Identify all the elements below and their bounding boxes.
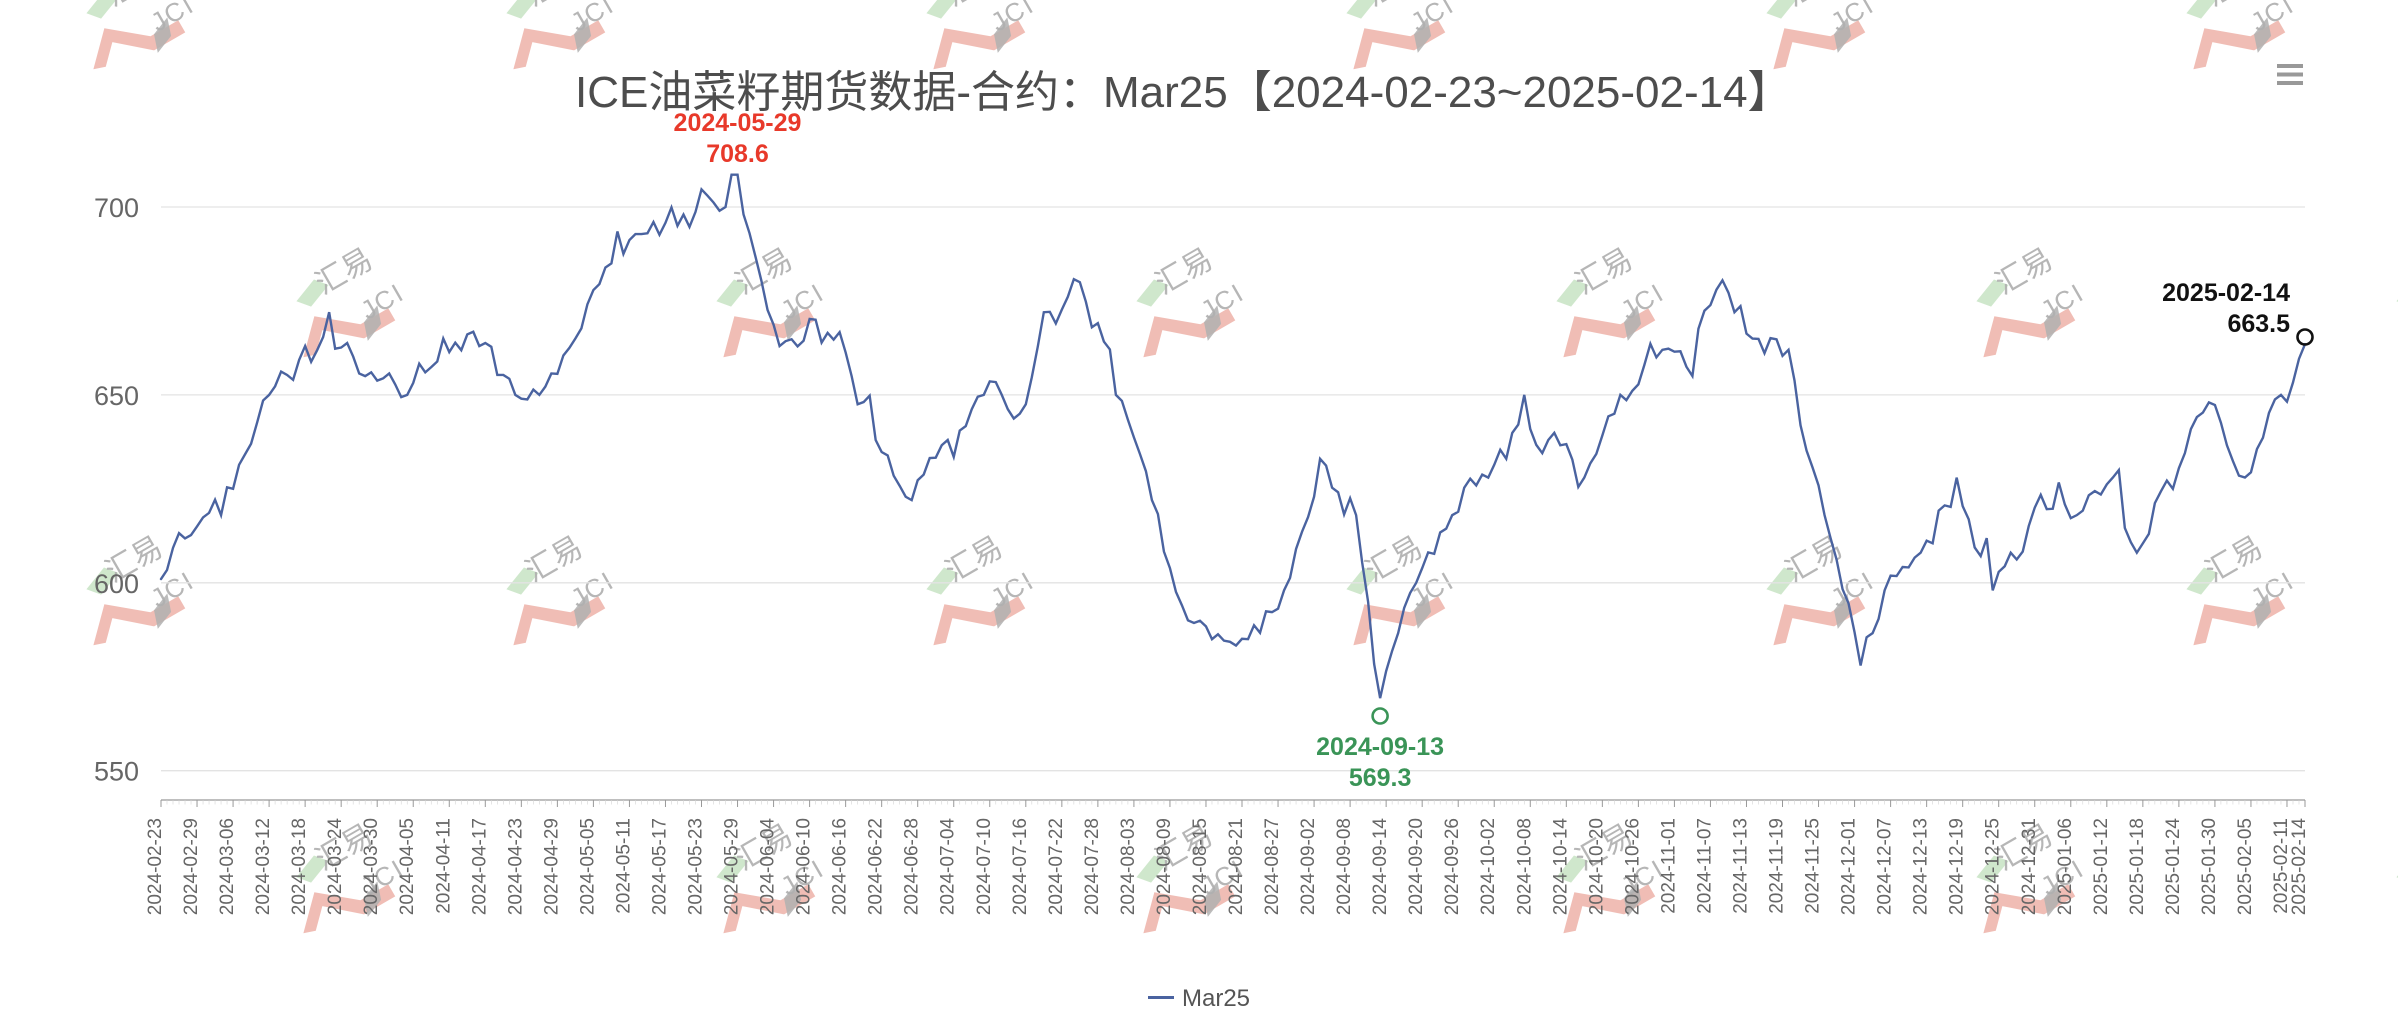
svg-text:2024-08-27: 2024-08-27	[1262, 818, 1283, 915]
svg-text:2024-09-08: 2024-09-08	[1334, 818, 1355, 915]
svg-text:2024-05-05: 2024-05-05	[577, 818, 598, 915]
svg-text:2024-03-06: 2024-03-06	[217, 818, 238, 915]
svg-text:2024-03-18: 2024-03-18	[289, 818, 310, 915]
svg-text:2024-12-31: 2024-12-31	[2019, 818, 2040, 915]
svg-text:600: 600	[94, 569, 139, 599]
svg-text:2024-02-29: 2024-02-29	[181, 818, 202, 915]
svg-text:2025-02-14: 2025-02-14	[2289, 818, 2310, 916]
svg-text:2024-03-12: 2024-03-12	[253, 818, 274, 915]
svg-text:2024-04-23: 2024-04-23	[505, 818, 526, 915]
svg-text:2024-11-07: 2024-11-07	[1694, 818, 1715, 914]
svg-text:2024-04-17: 2024-04-17	[469, 818, 490, 915]
svg-text:650: 650	[94, 381, 139, 411]
svg-text:2024-12-01: 2024-12-01	[1839, 818, 1860, 915]
svg-text:2024-03-24: 2024-03-24	[325, 818, 346, 916]
svg-text:2025-01-06: 2025-01-06	[2055, 818, 2076, 915]
svg-text:2024-08-21: 2024-08-21	[1226, 818, 1247, 915]
svg-text:2024-07-16: 2024-07-16	[1010, 818, 1031, 915]
svg-text:2024-06-22: 2024-06-22	[866, 818, 887, 915]
svg-text:2024-07-04: 2024-07-04	[938, 818, 959, 916]
svg-text:2024-08-03: 2024-08-03	[1118, 818, 1139, 915]
svg-text:2024-03-30: 2024-03-30	[361, 818, 382, 915]
svg-text:550: 550	[94, 757, 139, 787]
svg-text:2024-10-14: 2024-10-14	[1550, 818, 1571, 916]
svg-text:2025-01-24: 2025-01-24	[2163, 818, 2184, 916]
svg-text:2024-07-10: 2024-07-10	[974, 818, 995, 915]
svg-text:2024-12-13: 2024-12-13	[1911, 818, 1932, 915]
svg-text:2024-04-11: 2024-04-11	[433, 818, 454, 914]
svg-text:2024-07-22: 2024-07-22	[1046, 818, 1067, 915]
svg-text:2024-06-10: 2024-06-10	[794, 818, 815, 915]
svg-text:2024-09-02: 2024-09-02	[1298, 818, 1319, 915]
svg-text:2024-09-14: 2024-09-14	[1370, 818, 1391, 916]
svg-text:2024-05-23: 2024-05-23	[686, 818, 707, 915]
svg-text:2024-12-25: 2024-12-25	[1983, 818, 2004, 915]
svg-text:2024-09-20: 2024-09-20	[1406, 818, 1427, 915]
svg-text:2025-01-18: 2025-01-18	[2127, 818, 2148, 915]
svg-text:2024-04-05: 2024-04-05	[397, 818, 418, 915]
svg-text:2024-11-01: 2024-11-01	[1658, 818, 1679, 914]
svg-text:2025-01-12: 2025-01-12	[2091, 818, 2112, 915]
svg-text:2024-07-28: 2024-07-28	[1082, 818, 1103, 915]
svg-text:2024-06-16: 2024-06-16	[830, 818, 851, 915]
svg-text:2024-10-20: 2024-10-20	[1586, 818, 1607, 915]
svg-text:2024-10-08: 2024-10-08	[1514, 818, 1535, 915]
svg-text:2024-06-28: 2024-06-28	[902, 818, 923, 915]
svg-text:2024-05-17: 2024-05-17	[649, 818, 670, 915]
svg-text:2024-11-25: 2024-11-25	[1803, 818, 1824, 914]
svg-text:2024-12-19: 2024-12-19	[1947, 818, 1968, 915]
svg-text:2024-06-04: 2024-06-04	[758, 818, 779, 916]
svg-text:2024-12-07: 2024-12-07	[1875, 818, 1896, 915]
svg-text:2024-08-15: 2024-08-15	[1190, 818, 1211, 915]
svg-text:2024-11-13: 2024-11-13	[1730, 818, 1751, 914]
svg-text:2024-10-02: 2024-10-02	[1478, 818, 1499, 915]
svg-text:2025-02-05: 2025-02-05	[2235, 818, 2256, 915]
svg-text:2024-02-23: 2024-02-23	[145, 818, 166, 915]
svg-text:2024-05-11: 2024-05-11	[613, 818, 634, 914]
svg-text:2024-04-29: 2024-04-29	[541, 818, 562, 915]
svg-text:2024-09-26: 2024-09-26	[1442, 818, 1463, 915]
svg-text:2024-05-29: 2024-05-29	[722, 818, 743, 915]
svg-text:2024-08-09: 2024-08-09	[1154, 818, 1175, 915]
svg-text:2024-10-26: 2024-10-26	[1622, 818, 1643, 915]
svg-text:2025-01-30: 2025-01-30	[2199, 818, 2220, 915]
svg-text:2024-11-19: 2024-11-19	[1767, 818, 1788, 914]
svg-text:700: 700	[94, 193, 139, 223]
